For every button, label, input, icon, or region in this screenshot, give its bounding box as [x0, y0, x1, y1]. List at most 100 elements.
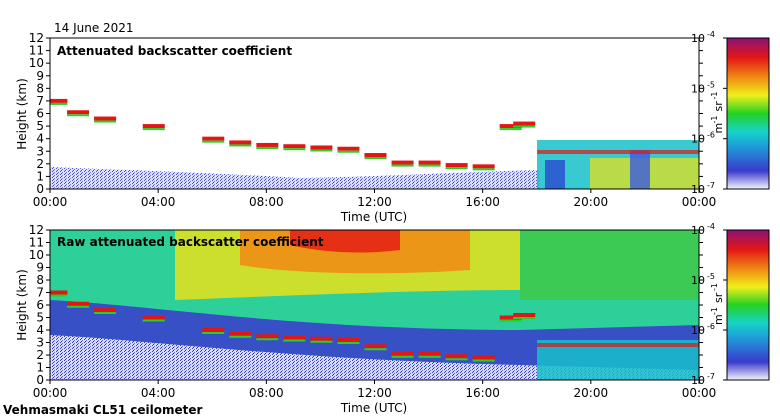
cloud-layer-segment — [391, 351, 414, 356]
cloud-layer-edge — [310, 340, 333, 343]
top-ylabel: Height (km) — [15, 78, 29, 149]
cloud-layer-edge — [50, 102, 68, 105]
y-tick-label: 7 — [36, 94, 44, 108]
colorbar-unit: m-1sr-1 — [710, 92, 725, 134]
cloud-layer-edge — [229, 335, 252, 338]
top-surface-noise — [50, 167, 540, 189]
cloud-layer-segment — [202, 328, 225, 332]
top-x-axis: 00:00 04:00 08:00 12:00 16:00 20:00 00:00 — [33, 189, 717, 209]
colorbar-tick-exponent: -6 — [707, 131, 715, 140]
bottom-ylabel: Height (km) — [15, 269, 29, 340]
cloud-layer-edge — [67, 114, 90, 117]
cloud-layer-segment — [283, 335, 306, 340]
cloud-layer-edge — [364, 348, 387, 351]
top-cloud-block-blue — [545, 160, 565, 189]
colorbar-tick-exponent: -7 — [707, 372, 715, 381]
y-tick-label: 8 — [36, 273, 44, 287]
y-tick-label: 2 — [36, 348, 44, 362]
bottom-upper-red — [290, 230, 400, 253]
bottom-title: Raw attenuated backscatter coefficient — [57, 235, 324, 249]
cloud-layer-edge — [283, 148, 306, 151]
cloud-layer-edge — [142, 319, 165, 322]
cloud-layer-segment — [283, 144, 306, 149]
cloud-layer-edge — [202, 140, 225, 143]
cloud-layer-edge — [202, 332, 225, 334]
y-tick-label: 1 — [36, 169, 44, 183]
cloud-layer-segment — [94, 116, 117, 121]
top-panel: Attenuated backscatter coefficient 01234… — [15, 31, 716, 224]
bottom-cloud-top-line — [537, 343, 699, 347]
colorbar-tick-label: 10 — [691, 374, 705, 387]
cloud-layer-segment — [94, 308, 117, 312]
cloud-layer-edge — [472, 168, 495, 171]
y-tick-label: 3 — [36, 336, 44, 350]
colorbar-tick-label: 10 — [691, 324, 705, 337]
x-tick-label: 04:00 — [141, 386, 176, 400]
colorbar-tick-label: 10 — [691, 183, 705, 196]
cloud-layer-segment — [513, 121, 536, 126]
y-tick-label: 5 — [36, 119, 44, 133]
bottom-surface-white — [50, 335, 699, 380]
cloud-layer-edge — [472, 359, 495, 362]
cloud-layer-segment — [50, 98, 68, 103]
unit-m: m — [712, 314, 725, 325]
unit-m-exp: -1 — [710, 307, 719, 315]
cloud-layer-edge — [50, 294, 68, 297]
cloud-layer-segment — [337, 338, 360, 342]
cloud-layer-edge — [418, 164, 441, 167]
cloud-layer-edge — [364, 157, 387, 160]
cloud-layer-edge — [445, 167, 468, 170]
bottom-x-axis: 00:00 04:00 08:00 12:00 16:00 20:00 00:00 — [33, 380, 717, 400]
y-tick-label: 1 — [36, 361, 44, 375]
unit-m-exp: -1 — [710, 116, 719, 124]
date-label: 14 June 2021 — [54, 21, 134, 35]
bottom-cloud-layers — [50, 290, 536, 362]
colorbar-gradient — [726, 229, 770, 381]
cloud-layer-segment — [364, 344, 387, 349]
y-tick-label: 11 — [29, 236, 44, 250]
y-tick-label: 11 — [29, 44, 44, 58]
cloud-layer-edge — [445, 358, 468, 361]
x-tick-label: 00:00 — [682, 195, 717, 209]
top-xlabel: Time (UTC) — [340, 210, 407, 224]
x-tick-label: 12:00 — [357, 195, 392, 209]
cloud-layer-segment — [256, 142, 279, 147]
cloud-layer-segment — [364, 153, 387, 158]
y-tick-label: 10 — [29, 248, 44, 262]
unit-sr-exp: -1 — [710, 92, 719, 100]
y-tick-label: 4 — [36, 323, 44, 337]
y-tick-label: 5 — [36, 311, 44, 325]
top-cloud-top-line — [537, 150, 699, 154]
colorbar-bottom: 10-410-510-610 -7m-1sr-1 — [691, 222, 770, 387]
y-tick-label: 6 — [36, 298, 44, 312]
y-tick-label: 0 — [36, 182, 44, 196]
cloud-layer-edge — [283, 339, 306, 342]
cloud-layer-edge — [391, 164, 414, 167]
cloud-layer-segment — [256, 334, 279, 339]
y-tick-label: 3 — [36, 144, 44, 158]
cloud-layer-segment — [142, 124, 165, 129]
unit-sr: sr — [712, 292, 725, 303]
colorbar-tick-label: 10 — [691, 224, 705, 237]
cloud-layer-segment — [391, 160, 414, 165]
top-title: Attenuated backscatter coefficient — [57, 44, 292, 58]
bottom-right-green — [520, 230, 699, 300]
cloud-layer-edge — [513, 125, 536, 128]
cloud-layer-segment — [418, 160, 441, 165]
y-tick-label: 9 — [36, 261, 44, 275]
x-tick-label: 00:00 — [33, 195, 68, 209]
x-tick-label: 04:00 — [141, 195, 176, 209]
cloud-layer-segment — [418, 351, 441, 356]
cloud-layer-segment — [310, 336, 333, 341]
y-tick-label: 2 — [36, 157, 44, 171]
x-tick-label: 00:00 — [682, 386, 717, 400]
cloud-layer-edge — [310, 149, 333, 152]
footer-label: Vehmasmaki CL51 ceilometer — [3, 403, 203, 417]
cloud-layer-edge — [94, 120, 117, 123]
cloud-layer-edge — [229, 144, 252, 147]
cloud-layer-edge — [256, 146, 279, 149]
cloud-layer-segment — [445, 163, 468, 168]
